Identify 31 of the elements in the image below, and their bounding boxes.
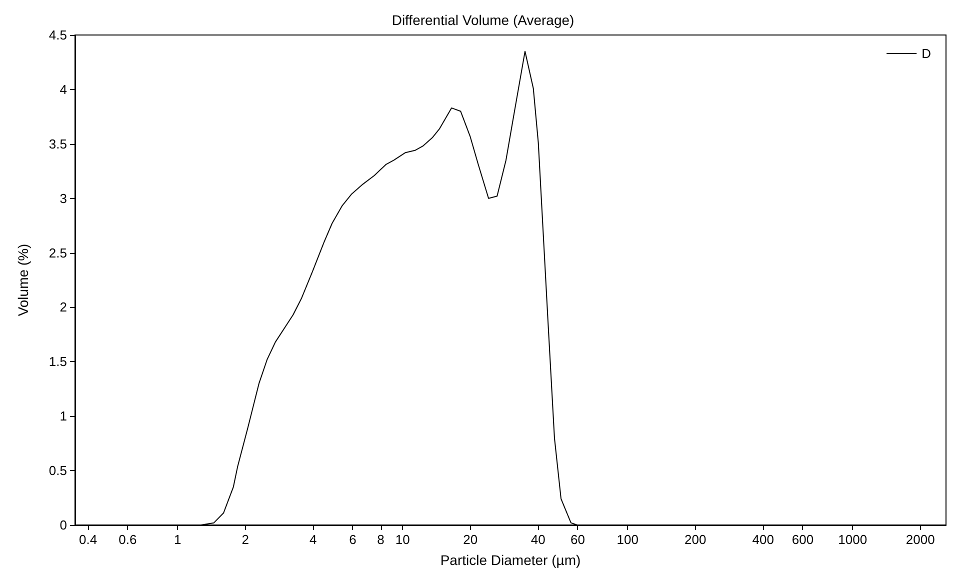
- y-tick-label: 3.5: [48, 136, 67, 152]
- x-tick-label: 2: [242, 532, 249, 547]
- x-tick-label: 0.6: [118, 532, 137, 547]
- x-tick-label: 6: [349, 532, 356, 547]
- x-tick-label: 40: [530, 532, 546, 547]
- legend-label: D: [922, 46, 931, 61]
- y-tick-label: 2: [60, 300, 67, 315]
- y-axis-title: Volume (%): [15, 244, 31, 316]
- x-tick-label: 600: [792, 532, 814, 547]
- x-tick-label: 1000: [838, 532, 868, 547]
- y-tick-label: 4: [60, 82, 67, 97]
- x-tick-label: 10: [395, 532, 410, 547]
- y-tick-label: 1.5: [48, 354, 67, 370]
- x-tick-label: 0.4: [79, 532, 98, 547]
- x-tick-label: 8: [377, 532, 384, 547]
- x-tick-label: 1: [174, 532, 182, 547]
- y-tick-label: 1: [60, 408, 67, 424]
- y-tick-label: 4.5: [48, 28, 67, 42]
- y-tick-label: 0.5: [48, 463, 67, 478]
- y-tick-label: 3: [60, 190, 67, 206]
- x-tick-label: 200: [684, 532, 706, 547]
- y-tick-label: 2.5: [48, 245, 67, 260]
- x-tick-label: 60: [570, 532, 585, 547]
- x-tick-label: 400: [752, 532, 774, 547]
- x-tick-label: 2000: [906, 532, 935, 547]
- x-axis-title: Particle Diameter (µm): [440, 552, 581, 568]
- x-tick-label: 100: [616, 532, 638, 547]
- y-tick-label: 0: [60, 518, 67, 532]
- x-tick-label: 20: [463, 532, 478, 547]
- x-tick-label: 4: [309, 532, 317, 547]
- chart-title: Differential Volume (Average): [392, 12, 574, 28]
